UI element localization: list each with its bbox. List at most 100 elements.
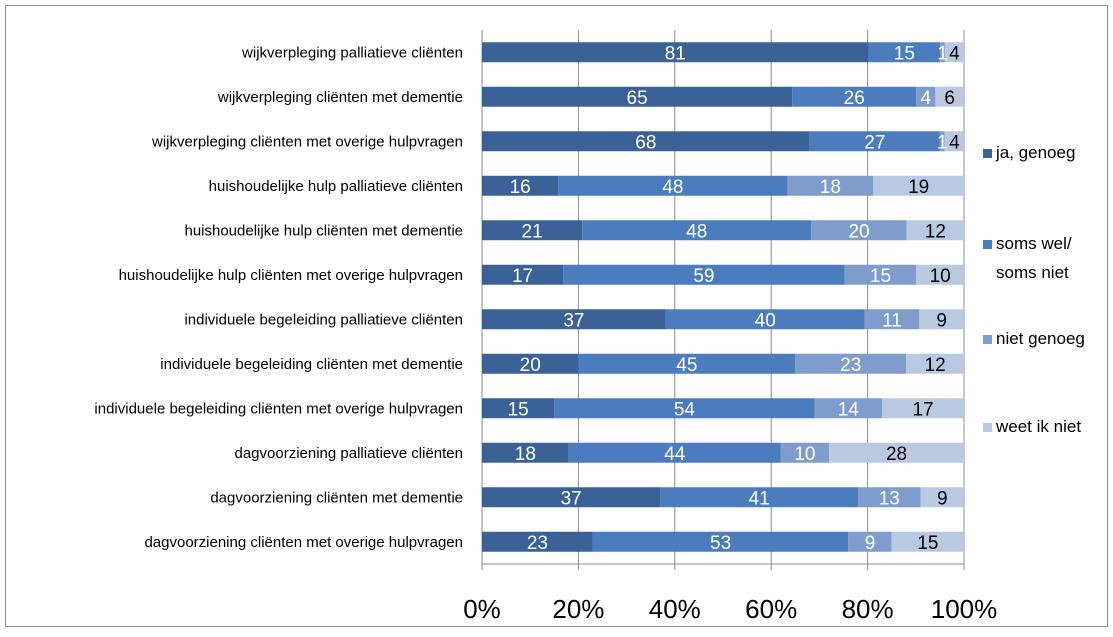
- bar-segment: [482, 220, 583, 241]
- data-label: 18: [515, 444, 536, 465]
- bar-segment: [665, 309, 865, 330]
- category-label: dagvoorziening cliënten met overige hulp…: [144, 534, 463, 551]
- data-label: 41: [749, 488, 770, 509]
- data-label: 13: [879, 488, 900, 509]
- x-tick-label: 40%: [649, 594, 701, 624]
- bar-segment: [482, 398, 555, 419]
- bar-segment: [906, 220, 964, 241]
- category-labels: wijkverpleging palliatieve cliënten wijkv…: [94, 44, 463, 551]
- x-tick-label: 100%: [931, 594, 998, 624]
- bar-segment: [660, 487, 858, 508]
- bar-segment: [829, 442, 964, 463]
- data-label: 15: [508, 399, 529, 420]
- data-label: 18: [820, 177, 841, 198]
- data-label: 16: [510, 177, 531, 198]
- bar-segment: [482, 264, 564, 285]
- data-label: 1: [937, 43, 948, 64]
- category-label: wijkverpleging palliatieve cliënten: [241, 44, 463, 61]
- bar-segment: [940, 42, 945, 63]
- bar-segment: [920, 487, 964, 508]
- category-label: dagvoorziening palliatieve cliënten: [235, 445, 464, 462]
- data-label: 21: [522, 221, 543, 242]
- data-label: 4: [949, 132, 960, 153]
- bar-segment: [868, 42, 941, 63]
- bar-segment: [939, 131, 945, 152]
- bar-segment: [916, 86, 936, 107]
- bar-segment: [873, 175, 964, 196]
- x-tick-label: 20%: [552, 594, 604, 624]
- bar-segment: [482, 487, 661, 508]
- legend-swatch: [983, 149, 992, 158]
- bar-segment: [563, 264, 845, 285]
- data-label: 12: [925, 221, 946, 242]
- bar-segment: [482, 531, 593, 552]
- legend-label: soms wel/: [996, 234, 1072, 253]
- bar-segment: [482, 131, 810, 152]
- data-label: 48: [662, 177, 683, 198]
- bar-segment: [558, 175, 788, 196]
- x-axis: 0% 20% 40% 60% 80% 100%: [463, 563, 998, 624]
- data-label: 17: [512, 266, 533, 287]
- category-label: wijkverpleging cliënten met dementie: [217, 89, 463, 106]
- data-label: 4: [949, 43, 960, 64]
- bar-segment: [814, 398, 883, 419]
- legend-label: weet ik niet: [995, 417, 1081, 436]
- data-label: 17: [912, 399, 933, 420]
- bar-segment: [857, 487, 921, 508]
- bar-segment: [864, 309, 920, 330]
- bar-segment: [592, 531, 849, 552]
- data-label: 28: [886, 444, 907, 465]
- data-label: 12: [925, 355, 946, 376]
- bar-segment: [482, 309, 666, 330]
- bar-segment: [482, 42, 869, 63]
- legend: ja, genoeg soms wel/soms niet niet genoeg w…: [983, 143, 1085, 436]
- bar-segment: [848, 531, 892, 552]
- bar-segment: [882, 398, 964, 419]
- bar-segment: [944, 131, 964, 152]
- data-label: 9: [937, 488, 948, 509]
- x-tick-label: 0%: [463, 594, 501, 624]
- bar-segment: [935, 86, 964, 107]
- data-label: 37: [563, 310, 584, 331]
- bar-segment: [811, 220, 907, 241]
- category-label: huishoudelijke hulp cliënten met dementi…: [184, 222, 463, 239]
- data-label: 37: [561, 488, 582, 509]
- bar-segment: [482, 353, 579, 374]
- category-label: individuele begeleiding palliatieve clië…: [184, 311, 463, 328]
- legend-swatch: [983, 240, 992, 249]
- data-label: 23: [840, 355, 861, 376]
- bar-segment: [795, 353, 907, 374]
- data-label: 15: [917, 533, 938, 554]
- bar-segment: [578, 353, 796, 374]
- bar-segment: [482, 442, 569, 463]
- data-label: 26: [844, 88, 865, 109]
- category-label: individuele begeleiding cliënten met dem…: [160, 356, 463, 373]
- category-label: huishoudelijke hulp cliënten met overige…: [119, 267, 463, 284]
- bar-segment: [919, 309, 964, 330]
- bar-segment: [482, 86, 793, 107]
- data-label: 68: [635, 132, 656, 153]
- data-label: 15: [894, 43, 915, 64]
- data-label: 10: [794, 444, 815, 465]
- data-label: 65: [627, 88, 648, 109]
- bar-segment: [844, 264, 917, 285]
- data-label: 45: [676, 355, 697, 376]
- bar-segment: [792, 86, 917, 107]
- x-tick-label: 80%: [842, 594, 894, 624]
- data-label: 40: [755, 310, 776, 331]
- legend-swatch: [983, 423, 992, 432]
- data-label: 53: [710, 533, 731, 554]
- data-label: 10: [930, 266, 951, 287]
- data-label: 19: [908, 177, 929, 198]
- legend-label: soms niet: [996, 263, 1069, 282]
- data-label: 20: [520, 355, 541, 376]
- bar-segment: [780, 442, 830, 463]
- bars: [482, 42, 964, 552]
- data-label: 20: [848, 221, 869, 242]
- gridlines: [481, 30, 965, 570]
- bar-segment: [916, 264, 964, 285]
- x-tick-label: 60%: [745, 594, 797, 624]
